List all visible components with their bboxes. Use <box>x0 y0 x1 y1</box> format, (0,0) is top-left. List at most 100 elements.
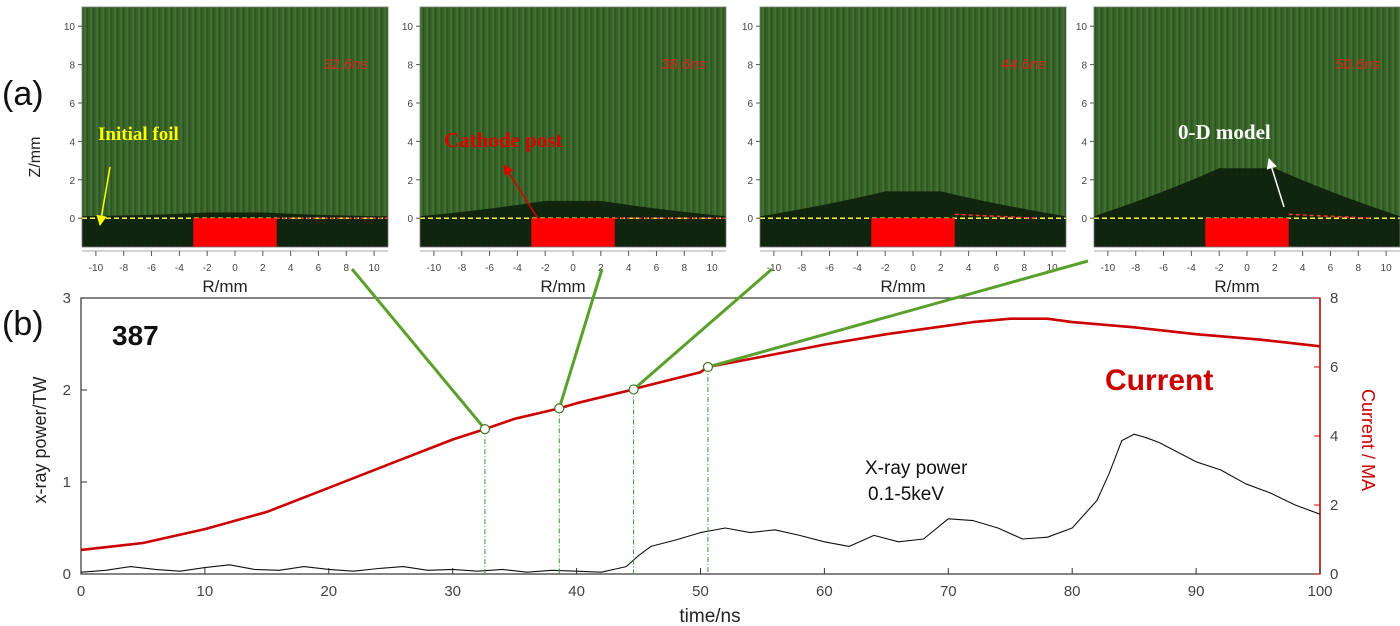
x-tick-label: 10 <box>707 263 719 274</box>
cathode-post <box>193 218 277 247</box>
frame-time-point <box>479 424 491 435</box>
x-tick-label: 4 <box>966 263 972 274</box>
annotation-initial-foil: Initial foil <box>98 124 179 145</box>
annotation-cathode-post: Cathode post <box>444 128 562 152</box>
frame-time-label: 50.6ns <box>1335 56 1381 73</box>
y-tick-label-right: 4 <box>1330 428 1338 445</box>
x-tick-label: -8 <box>1131 263 1140 274</box>
x-tick-label: 40 <box>568 583 585 600</box>
model-curve <box>1288 213 1373 219</box>
frame-y-label: Z/mm <box>27 137 44 178</box>
x-tick-label: -6 <box>825 263 834 274</box>
x-tick-label: 0 <box>1244 263 1250 274</box>
x-tick-label: -6 <box>1159 263 1168 274</box>
x-tick-label: 4 <box>1300 263 1306 274</box>
x-tick-label: -2 <box>541 263 550 274</box>
y-tick-label: 8 <box>407 61 413 72</box>
annotation-arrow <box>1266 157 1285 208</box>
x-tick-label: 6 <box>1328 263 1334 274</box>
x-tick-label: 6 <box>654 263 660 274</box>
x-tick-label: 0 <box>77 583 85 600</box>
annotation-arrow <box>96 166 111 227</box>
x-tick-label: -2 <box>1215 263 1224 274</box>
x-tick-label: -6 <box>147 263 156 274</box>
x-tick-label: 8 <box>681 263 687 274</box>
y-tick-label-left: 2 <box>63 382 71 399</box>
x-tick-label: -4 <box>1187 263 1196 274</box>
x-tick-label: 30 <box>444 583 461 600</box>
shot-label: 387 <box>112 320 159 351</box>
frame-border <box>1093 6 1400 248</box>
y-tick-label-right: 8 <box>1330 290 1338 307</box>
frame-3: 44.6ns 0 2 4 6 8 10 -10 -8 -6 -4 -2 0 2 4 6 8 10 R/mm <box>742 6 1067 296</box>
x-tick-label: 0 <box>232 263 238 274</box>
y-tick-label-left: 1 <box>63 474 71 491</box>
y-tick-label: 2 <box>69 176 75 187</box>
frame-connector-line <box>557 268 604 409</box>
y-tick-label-right: 0 <box>1330 566 1338 583</box>
frame-1: 32.6ns 0 2 4 6 8 10 -10 -8 -6 -4 -2 0 2 4 6 8 10 R/mm Z/mm I… <box>27 6 389 296</box>
cathode-post <box>1205 218 1289 247</box>
x-tick-label: -4 <box>513 263 522 274</box>
x-tick-label: -10 <box>767 263 782 274</box>
y-tick-label: 2 <box>1081 176 1087 187</box>
x-tick-label: -2 <box>881 263 890 274</box>
x-tick-label: 70 <box>940 583 957 600</box>
frame-2: 38.6ns 0 2 4 6 8 10 -10 -8 -6 -4 -2 0 2 4 6 8 10 R/mm Catho… <box>402 6 727 296</box>
x-tick-label: -10 <box>89 263 104 274</box>
x-tick-label: 10 <box>369 263 381 274</box>
y-tick-label-right: 6 <box>1330 359 1338 376</box>
y-tick-label: 10 <box>1076 22 1088 33</box>
xray-power-line <box>80 433 1321 573</box>
xray-annotation: X-ray power <box>865 458 968 479</box>
x-tick-label: 6 <box>316 263 322 274</box>
y-tick-label: 4 <box>747 137 753 148</box>
x-tick-label: 100 <box>1307 583 1332 600</box>
frame-connector-line <box>707 259 1089 369</box>
y-tick-label: 0 <box>747 214 753 225</box>
x-tick-label: 2 <box>1272 263 1278 274</box>
model-curve <box>954 213 1039 219</box>
y-tick-label: 6 <box>1081 99 1087 110</box>
x-tick-label: 10 <box>1381 263 1393 274</box>
frame-time-point <box>554 403 565 414</box>
panel-label-b: (b) <box>2 305 44 343</box>
x-tick-label: 50 <box>692 583 709 600</box>
y-tick-label: 6 <box>407 99 413 110</box>
x-tick-label: -8 <box>119 263 128 274</box>
y-tick-label-left: 0 <box>63 566 71 583</box>
x-tick-label: 20 <box>320 583 337 600</box>
y-tick-label: 2 <box>407 176 413 187</box>
y-axis-label-left: x-ray power/TW <box>30 376 50 503</box>
frame-time-label: 32.6ns <box>323 56 369 73</box>
frame-time-point <box>628 384 639 395</box>
x-tick-label: 90 <box>1188 583 1205 600</box>
frame-image <box>82 7 388 247</box>
x-tick-label: 2 <box>598 263 604 274</box>
x-tick-label: -10 <box>427 263 442 274</box>
frame-x-label: R/mm <box>880 277 925 296</box>
x-tick-label: 60 <box>816 583 833 600</box>
time-series-chart: 387 Current X-ray power 0.1-5keV time/ns… <box>30 290 1378 626</box>
streak-frames: 32.6ns 0 2 4 6 8 10 -10 -8 -6 -4 -2 0 2 4 6 8 10 R/mm Z/mm I… <box>27 6 1400 296</box>
x-tick-label: 0 <box>570 263 576 274</box>
frame-4: 50.6ns 0 2 4 6 8 10 -10 -8 -6 -4 -2 0 2 4 6 8 10 R/mm 0-D m… <box>1076 6 1400 296</box>
x-tick-label: -2 <box>203 263 212 274</box>
y-tick-label-left: 3 <box>63 290 71 307</box>
frame-x-label: R/mm <box>1214 277 1259 296</box>
y-tick-label: 8 <box>747 61 753 72</box>
y-tick-label: 4 <box>69 137 75 148</box>
y-tick-label: 6 <box>69 99 75 110</box>
frame-x-label: R/mm <box>202 277 247 296</box>
frame-border <box>81 6 389 248</box>
x-tick-label: 8 <box>1021 263 1027 274</box>
frame-x-label: R/mm <box>540 277 585 296</box>
x-tick-label: -10 <box>1101 263 1116 274</box>
panel-label-a: (a) <box>2 75 44 113</box>
y-tick-label: 10 <box>742 22 754 33</box>
x-tick-label: 4 <box>626 263 632 274</box>
x-tick-label: 4 <box>288 263 294 274</box>
y-tick-label-right: 2 <box>1330 497 1338 514</box>
frame-connector-line <box>350 268 487 431</box>
frame-shade <box>82 7 388 247</box>
